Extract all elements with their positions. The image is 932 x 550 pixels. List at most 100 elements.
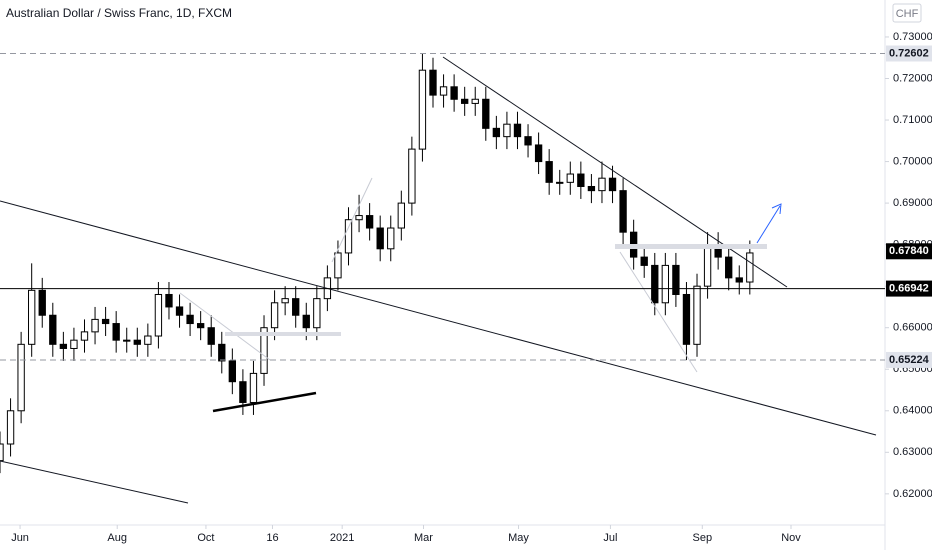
price-label-box: [886, 45, 932, 62]
candle-body: [218, 343, 226, 362]
candle-body: [387, 227, 395, 250]
candle-body: [302, 314, 310, 329]
candle-body: [534, 144, 543, 163]
candle-body: [492, 127, 501, 138]
candle-body: [6, 410, 15, 445]
candle-body: [334, 252, 342, 279]
support-line: [212, 391, 317, 413]
chart-title: Australian Dollar / Swiss Franc, 1D, FXC…: [6, 6, 232, 20]
arrow: [756, 205, 781, 244]
y-tick-label: 0.69000: [893, 197, 932, 209]
guide-line: [179, 292, 271, 361]
candle-body: [133, 339, 141, 345]
candle-body: [59, 343, 68, 349]
candle-body: [556, 181, 564, 184]
candle-body: [703, 244, 712, 287]
candle-body: [661, 264, 670, 304]
candle-body: [619, 190, 627, 233]
price-label-box: [886, 243, 932, 260]
candle-body: [566, 173, 574, 183]
candle-body: [418, 69, 427, 150]
candle-body: [186, 314, 194, 325]
candle-body: [17, 343, 25, 412]
candle-body: [640, 256, 648, 266]
candle-body: [376, 227, 384, 250]
candle-body: [471, 98, 479, 104]
candle-body: [598, 177, 606, 192]
zone: [225, 332, 341, 336]
price-label: 0.67840: [889, 245, 929, 257]
candle-body: [154, 293, 163, 337]
candle-body: [123, 339, 131, 342]
x-tick-label: Nov: [781, 532, 801, 544]
x-tick-label: Jun: [11, 532, 29, 544]
x-tick-label: May: [508, 532, 529, 544]
y-tick-label: 0.72000: [893, 72, 932, 84]
candle-body: [482, 98, 490, 129]
zone: [615, 244, 767, 249]
candle-body: [165, 293, 173, 308]
x-tick-label: 2021: [330, 532, 354, 544]
drawings: [0, 56, 877, 504]
candle-body: [249, 372, 258, 403]
arrow-head: [771, 203, 782, 215]
y-tick-label: 0.66000: [893, 322, 932, 334]
price-label: 0.65224: [889, 354, 930, 366]
candle-body: [587, 185, 596, 192]
candle-body: [112, 323, 120, 341]
x-tick-label: Sep: [693, 532, 713, 544]
trend-line: [0, 460, 189, 504]
candle-body: [397, 202, 405, 229]
guide-line: [619, 251, 698, 373]
candle-body: [196, 323, 205, 329]
candle-body: [503, 123, 511, 138]
candle-body: [0, 443, 4, 462]
candle-body: [545, 161, 553, 183]
candle-body: [91, 318, 99, 333]
currency-box[interactable]: [892, 3, 922, 23]
candle-body: [682, 293, 691, 345]
candle-body: [746, 252, 754, 283]
candle-body: [725, 256, 733, 279]
candle-body: [292, 298, 300, 316]
candle-body: [439, 86, 448, 96]
price-label-box: [886, 280, 932, 297]
price-label: 0.66942: [889, 282, 929, 294]
candle-body: [239, 381, 247, 403]
plot: [0, 53, 754, 474]
candle-body: [207, 327, 215, 345]
candle-body: [461, 98, 469, 104]
y-tick-label: 0.70000: [893, 155, 932, 167]
y-tick-label: 0.64000: [893, 405, 932, 417]
candle-body: [175, 306, 184, 316]
candle-body: [429, 69, 437, 96]
price-label-box: [886, 351, 932, 368]
currency[interactable]: CHF: [896, 8, 919, 20]
candle-body: [450, 86, 458, 100]
candle-body: [365, 215, 374, 229]
x-tick-label: Aug: [107, 532, 127, 544]
candle-body: [80, 331, 89, 341]
candle-body: [144, 335, 152, 345]
x-tick-label: Jul: [603, 532, 617, 544]
candle-body: [70, 339, 78, 349]
candle-body: [28, 289, 36, 345]
candle-body: [524, 136, 532, 146]
candle-body: [270, 302, 279, 329]
candle-body: [101, 318, 110, 325]
candle-body: [693, 285, 701, 345]
x-tick-label: 16: [266, 532, 278, 544]
guide-line: [331, 177, 373, 263]
y-tick-label: 0.62000: [893, 488, 932, 500]
candle-body: [513, 123, 522, 138]
candle-body: [228, 360, 237, 383]
candle-body: [608, 177, 617, 192]
candle-body: [313, 298, 321, 329]
candle-body: [344, 219, 353, 254]
y-tick-label: 0.63000: [893, 446, 932, 458]
candle-body: [735, 277, 743, 283]
candle-body: [651, 264, 659, 304]
x-tick-label: Mar: [414, 532, 433, 544]
x-tick-label: Oct: [197, 532, 214, 544]
